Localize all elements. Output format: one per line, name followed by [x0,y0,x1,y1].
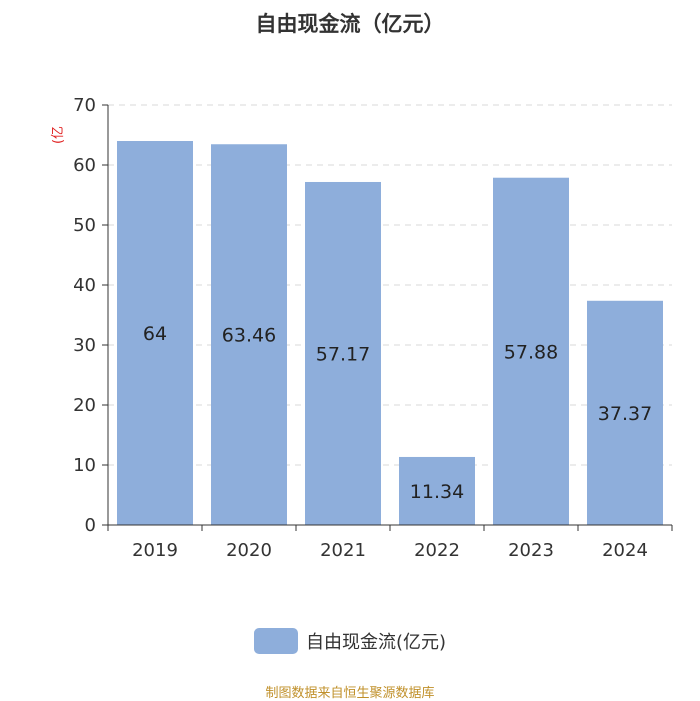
y-tick-label: 30 [73,335,96,356]
bar-2024 [587,300,663,525]
data-label-2023: 57.88 [504,341,558,363]
x-tick-label: 2023 [508,540,554,561]
bar-2022 [399,456,475,525]
y-axis-label: (亿 [51,126,66,144]
y-tick-label: 0 [85,515,96,536]
data-label-2019: 64 [143,323,167,345]
axes: 0 10 20 30 40 50 60 70 (亿 2019 2020 2021 2022 2023 202… [51,95,673,561]
y-tick-label: 20 [73,395,96,416]
bar-2019 [117,141,193,525]
legend-label: 自由现金流(亿元) [305,632,447,653]
x-tick-label: 2020 [226,540,272,561]
bar-2020 [211,144,287,526]
y-tick-label: 40 [73,275,96,296]
y-tick-label: 50 [73,215,96,236]
legend[interactable]: 自由现金流(亿元) [0,628,700,654]
data-labels: 64 63.46 57.17 11.34 57.88 37.37 [143,323,652,503]
chart-title: 自由现金流（亿元） [255,12,445,36]
y-tick-label: 70 [73,95,96,116]
bar-2023 [493,177,569,525]
x-tick-label: 2019 [132,540,178,561]
x-tick-label: 2024 [602,540,648,561]
bars [117,141,663,526]
y-tick-label: 60 [73,155,96,176]
x-tick-label: 2022 [414,540,460,561]
data-label-2022: 11.34 [410,481,464,503]
data-label-2021: 57.17 [316,343,370,365]
bar-2021 [305,181,381,526]
x-tick-label: 2021 [320,540,366,561]
source-note: 制图数据来自恒生聚源数据库 [265,686,435,701]
gridlines [108,104,672,466]
y-tick-label: 10 [73,455,96,476]
legend-swatch [253,628,298,654]
data-label-2024: 37.37 [598,403,652,425]
data-label-2020: 63.46 [222,325,276,347]
